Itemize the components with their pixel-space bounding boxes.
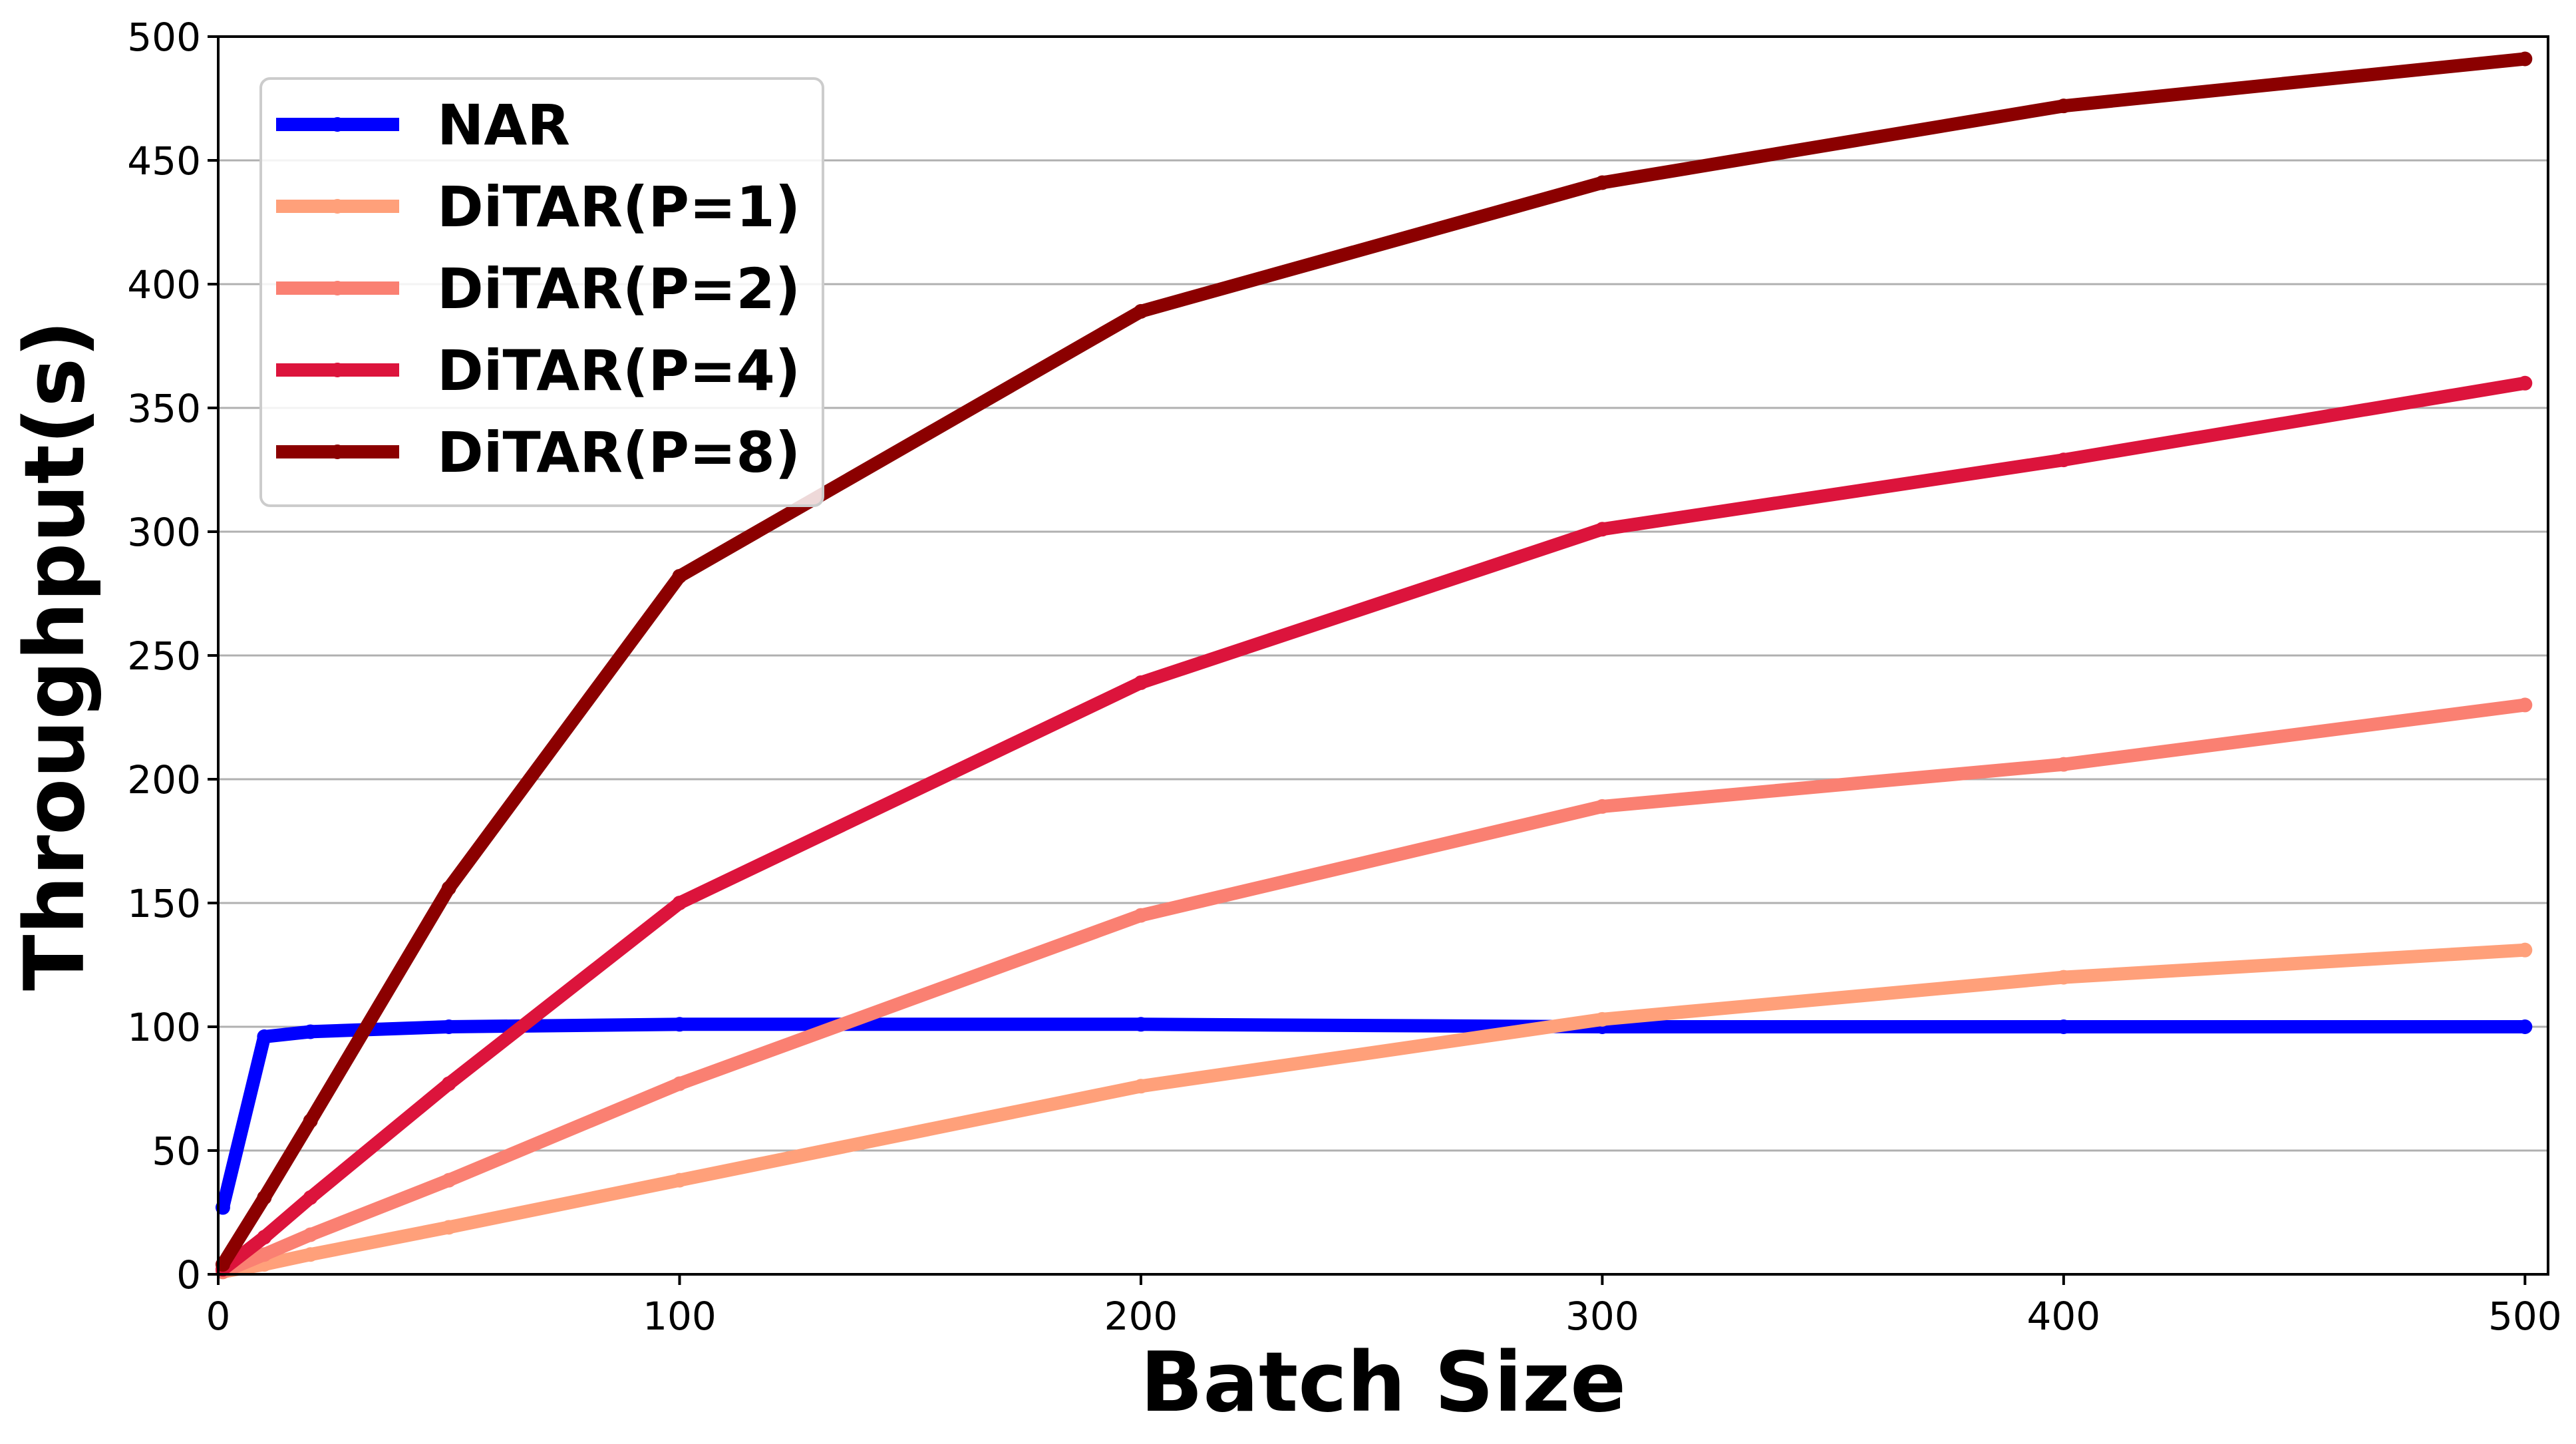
data-point xyxy=(257,1190,272,1205)
x-tick-label: 100 xyxy=(643,1294,717,1339)
data-point xyxy=(1133,675,1148,690)
data-point xyxy=(2056,1019,2071,1034)
legend-marker xyxy=(330,363,345,377)
data-point xyxy=(2517,1019,2533,1034)
data-point xyxy=(1133,908,1148,923)
data-point xyxy=(257,1247,272,1262)
y-tick-label: 500 xyxy=(127,15,201,60)
data-point xyxy=(2517,51,2533,67)
y-tick-label: 0 xyxy=(176,1252,201,1298)
data-point xyxy=(441,1173,456,1188)
series-lines xyxy=(215,51,2533,1280)
data-point xyxy=(1595,1011,1610,1027)
legend: NAR DiTAR(P=1) DiTAR(P=2) DiTAR(P=4) DiTAR(P… xyxy=(259,77,824,507)
legend-label: DiTAR(P=4) xyxy=(437,338,800,403)
data-point xyxy=(1133,1079,1148,1094)
x-tick-label: 300 xyxy=(1565,1294,1639,1339)
x-tick-label: 400 xyxy=(2027,1294,2101,1339)
data-point xyxy=(303,1113,318,1129)
data-point xyxy=(1595,175,1610,190)
data-point xyxy=(303,1190,318,1205)
y-tick-label: 300 xyxy=(127,510,201,555)
legend-marker xyxy=(330,199,345,214)
data-point xyxy=(1595,522,1610,537)
data-point xyxy=(672,1173,687,1188)
data-point xyxy=(441,880,456,896)
x-tick-label: 200 xyxy=(1104,1294,1178,1339)
legend-marker xyxy=(330,281,345,295)
axis-ticks: 0 50 100 150 200 250 300 350 400 450 500 0 100 200 300… xyxy=(127,15,2561,1339)
data-point xyxy=(672,896,687,910)
y-tick-label: 250 xyxy=(127,633,201,679)
data-point xyxy=(2517,375,2533,391)
data-point xyxy=(1133,1017,1148,1032)
legend-label: DiTAR(P=1) xyxy=(437,174,800,240)
data-point xyxy=(257,1029,272,1044)
data-point xyxy=(672,568,687,584)
data-point xyxy=(441,1076,456,1091)
data-point xyxy=(2056,452,2071,468)
y-axis-title: Throughput(s) xyxy=(7,320,103,991)
legend-marker xyxy=(330,445,345,459)
x-tick-label: 500 xyxy=(2488,1294,2562,1339)
y-tick-label: 150 xyxy=(127,881,201,926)
series-4 xyxy=(215,51,2533,1272)
y-tick-label: 200 xyxy=(127,757,201,803)
legend-label: DiTAR(P=8) xyxy=(437,420,800,485)
y-tick-label: 400 xyxy=(127,262,201,307)
y-tick-label: 100 xyxy=(127,1005,201,1050)
legend-box xyxy=(259,77,824,507)
legend-label: DiTAR(P=2) xyxy=(437,256,800,321)
data-point xyxy=(441,1220,456,1235)
legend-marker xyxy=(330,117,345,132)
data-point xyxy=(2056,970,2071,985)
data-point xyxy=(1133,303,1148,319)
y-tick-label: 450 xyxy=(127,138,201,184)
data-point xyxy=(2056,757,2071,772)
x-tick-label: 0 xyxy=(206,1294,231,1339)
data-point xyxy=(2517,942,2533,958)
data-point xyxy=(303,1247,318,1262)
legend-label: NAR xyxy=(437,92,570,158)
data-point xyxy=(303,1024,318,1039)
data-point xyxy=(2056,98,2071,114)
data-point xyxy=(257,1230,272,1245)
y-tick-label: 50 xyxy=(152,1129,201,1174)
data-point xyxy=(672,1017,687,1032)
data-point xyxy=(672,1076,687,1091)
data-point xyxy=(441,1019,456,1034)
y-tick-label: 350 xyxy=(127,386,201,431)
x-axis-title: Batch Size xyxy=(1140,1335,1627,1431)
data-point xyxy=(303,1227,318,1242)
data-point xyxy=(2517,697,2533,713)
data-point xyxy=(1595,799,1610,814)
